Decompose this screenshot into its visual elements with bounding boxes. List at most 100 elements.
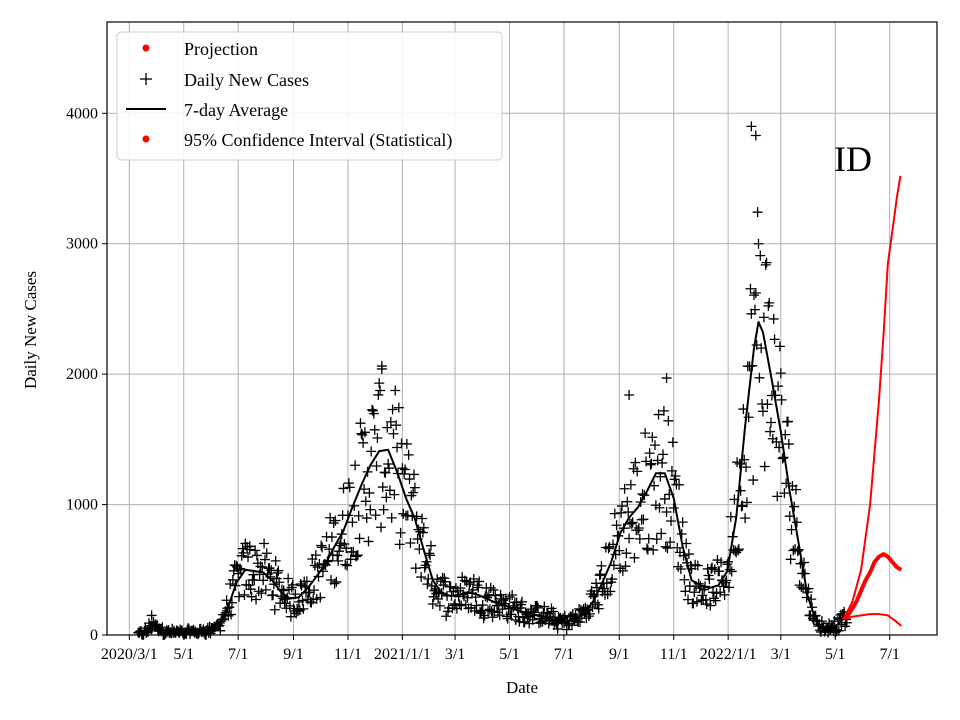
daily-case-marker: [690, 559, 701, 570]
axis-ticks: 0 1000 2000 3000 4000 2020/3/1 5/1 7/1 9/1 11/1 20…: [66, 105, 900, 663]
x-tick-label: 9/1: [609, 646, 629, 663]
daily-case-marker: [234, 591, 245, 602]
daily-case-marker: [692, 560, 703, 571]
daily-case-marker: [700, 594, 711, 605]
daily-case-marker: [519, 616, 530, 627]
x-tick-label: 5/1: [825, 646, 845, 663]
daily-case-marker: [533, 602, 544, 613]
daily-case-marker: [269, 604, 280, 615]
daily-case-marker: [399, 468, 410, 479]
daily-case-marker: [484, 604, 495, 615]
daily-case-marker: [749, 290, 760, 301]
x-tick-label: 11/1: [660, 646, 688, 663]
daily-case-marker: [440, 576, 451, 587]
daily-case-marker: [400, 464, 411, 475]
daily-case-marker: [715, 587, 726, 598]
daily-case-marker: [599, 583, 610, 594]
daily-case-marker: [477, 600, 488, 611]
daily-case-marker: [403, 449, 414, 460]
daily-case-marker: [673, 561, 684, 572]
daily-case-marker: [378, 504, 389, 515]
daily-case-marker: [146, 610, 157, 621]
daily-case-marker: [760, 259, 771, 270]
daily-case-marker: [796, 582, 807, 593]
daily-case-marker: [714, 566, 725, 577]
daily-case-marker: [329, 578, 340, 589]
daily-case-marker: [625, 479, 636, 490]
daily-case-marker: [766, 417, 776, 428]
daily-case-marker: [646, 458, 657, 469]
daily-case-marker: [783, 439, 794, 450]
daily-case-marker: [654, 502, 665, 513]
daily-case-marker: [707, 562, 718, 573]
daily-case-marker: [746, 121, 757, 132]
x-tick-label: 5/1: [499, 646, 519, 663]
daily-case-marker: [779, 488, 790, 499]
daily-case-marker: [333, 555, 344, 566]
daily-case-marker: [750, 130, 761, 141]
daily-case-marker: [330, 515, 341, 526]
daily-case-marker: [513, 611, 524, 622]
daily-case-marker: [775, 368, 786, 379]
daily-case-marker: [511, 597, 522, 608]
daily-case-marker: [251, 550, 262, 561]
daily-case-marker: [344, 482, 355, 493]
daily-case-marker: [764, 297, 775, 308]
plot-frame: [106, 21, 938, 636]
projection-line: [841, 552, 903, 621]
daily-case-marker: [754, 372, 765, 383]
daily-case-marker: [777, 453, 788, 464]
daily-case-marker: [487, 612, 498, 623]
x-tick-label: 2021/1/1: [374, 646, 431, 663]
daily-case-marker: [621, 548, 632, 559]
daily-case-marker: [732, 457, 743, 468]
daily-case-marker: [397, 463, 408, 474]
daily-case-marker: [657, 457, 668, 468]
daily-case-marker: [583, 611, 594, 622]
daily-case-marker: [405, 538, 416, 549]
daily-case-marker: [653, 409, 664, 420]
daily-case-marker: [251, 594, 262, 605]
daily-case-marker: [724, 582, 735, 593]
x-axis-label: Date: [506, 678, 538, 697]
daily-case-marker: [272, 567, 283, 578]
confidence-upper-line: [842, 175, 902, 620]
daily-case-marker: [375, 522, 386, 533]
daily-case-marker: [748, 475, 759, 486]
daily-case-marker: [433, 593, 444, 604]
daily-case-marker: [401, 438, 412, 449]
daily-case-marker: [358, 437, 369, 448]
daily-case-marker: [661, 506, 672, 517]
y-tick-label: 3000: [66, 236, 98, 253]
daily-case-marker: [353, 510, 364, 521]
daily-case-marker: [316, 540, 327, 551]
daily-case-marker: [584, 608, 595, 619]
daily-case-marker: [388, 428, 399, 439]
daily-case-marker: [527, 614, 538, 625]
daily-case-marker: [478, 613, 489, 624]
daily-case-marker: [260, 584, 271, 595]
daily-case-marker: [273, 565, 284, 576]
daily-case-marker: [632, 466, 643, 477]
daily-case-marker: [679, 574, 690, 585]
daily-case-marker: [253, 586, 264, 597]
daily-case-marker: [394, 539, 405, 550]
daily-case-marker: [455, 582, 466, 593]
daily-case-marker: [264, 563, 275, 574]
daily-case-marker: [658, 449, 669, 460]
daily-case-marker: [223, 610, 234, 621]
daily-case-marker: [740, 513, 751, 524]
daily-case-marker: [387, 404, 398, 415]
state-annotation: ID: [834, 139, 872, 179]
daily-case-marker: [441, 611, 452, 622]
daily-case-marker: [745, 283, 756, 294]
daily-case-marker: [350, 460, 361, 471]
daily-case-marker: [244, 541, 255, 552]
daily-case-marker: [383, 459, 394, 469]
daily-case-marker: [634, 533, 645, 544]
daily-case-marker: [341, 543, 352, 554]
daily-case-marker: [616, 507, 627, 518]
daily-case-marker: [315, 592, 326, 603]
daily-case-marker: [535, 617, 546, 628]
daily-case-marker: [376, 363, 387, 374]
